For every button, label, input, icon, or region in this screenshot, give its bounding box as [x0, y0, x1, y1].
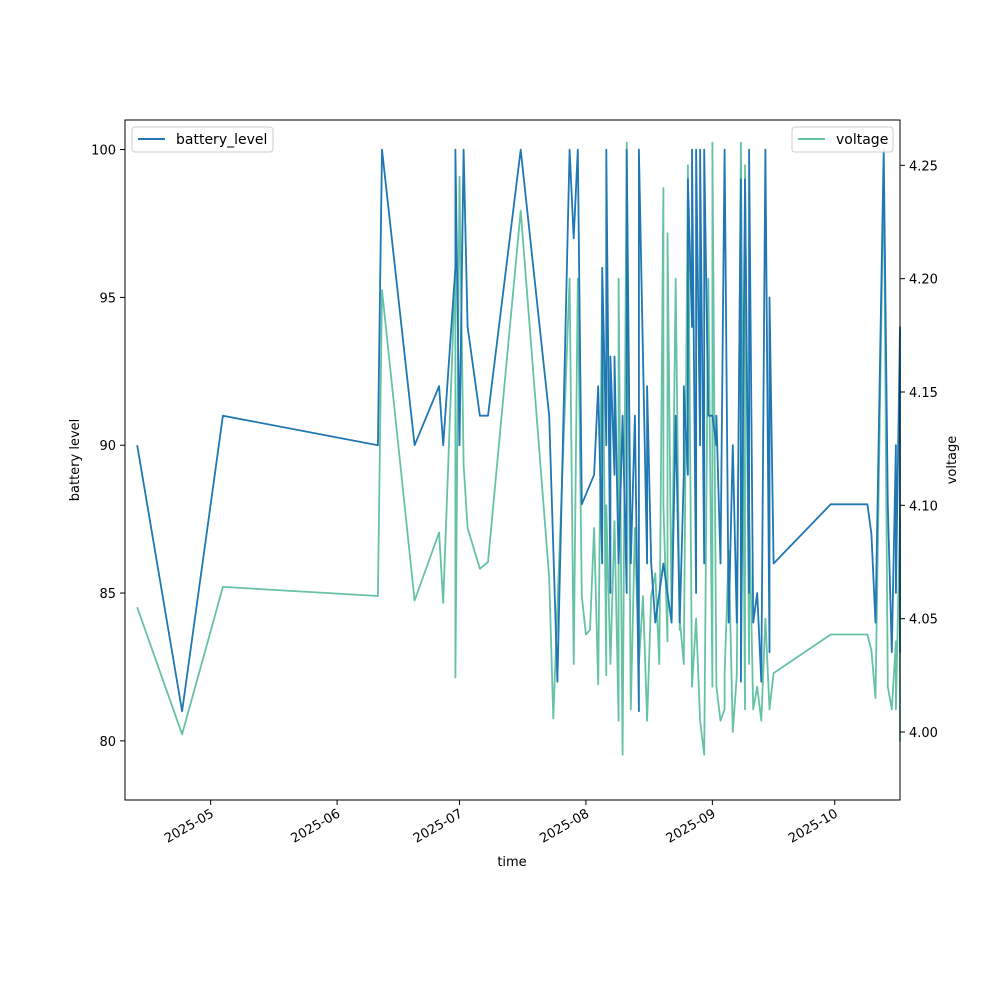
- left-y-axis-ticks: 80 85 90 95 100: [91, 144, 125, 750]
- right-y-tick-label: 4.05: [909, 613, 938, 628]
- right-y-axis-label: voltage: [945, 436, 960, 485]
- legend-battery-level: battery_level: [131, 126, 274, 153]
- legend-label-battery-level: battery_level: [176, 132, 267, 148]
- right-y-tick-label: 4.00: [909, 726, 938, 741]
- left-y-tick-label: 90: [99, 439, 116, 454]
- left-y-axis-label: battery level: [68, 419, 83, 502]
- left-y-tick-label: 100: [91, 144, 116, 159]
- left-y-tick-label: 95: [99, 291, 116, 306]
- plot-frame: [124, 119, 901, 801]
- right-y-tick-label: 4.25: [909, 159, 938, 174]
- left-y-tick-label: 85: [99, 587, 116, 602]
- series-line-voltage: [136, 141, 901, 756]
- right-y-axis-ticks: 4.00 4.05 4.10 4.15 4.20 4.25: [900, 159, 938, 741]
- right-y-tick-label: 4.10: [909, 499, 938, 514]
- right-y-tick-label: 4.20: [909, 273, 938, 288]
- legend-voltage: voltage: [791, 126, 894, 153]
- legend-box: [131, 126, 274, 153]
- series-line-battery-level: [136, 148, 901, 713]
- legend-label-voltage: voltage: [836, 132, 888, 148]
- series-layer: [136, 141, 901, 756]
- left-y-tick-label: 80: [99, 735, 116, 750]
- right-y-tick-label: 4.15: [909, 386, 938, 401]
- x-axis-label: time: [497, 855, 526, 870]
- legend-box: [791, 126, 894, 153]
